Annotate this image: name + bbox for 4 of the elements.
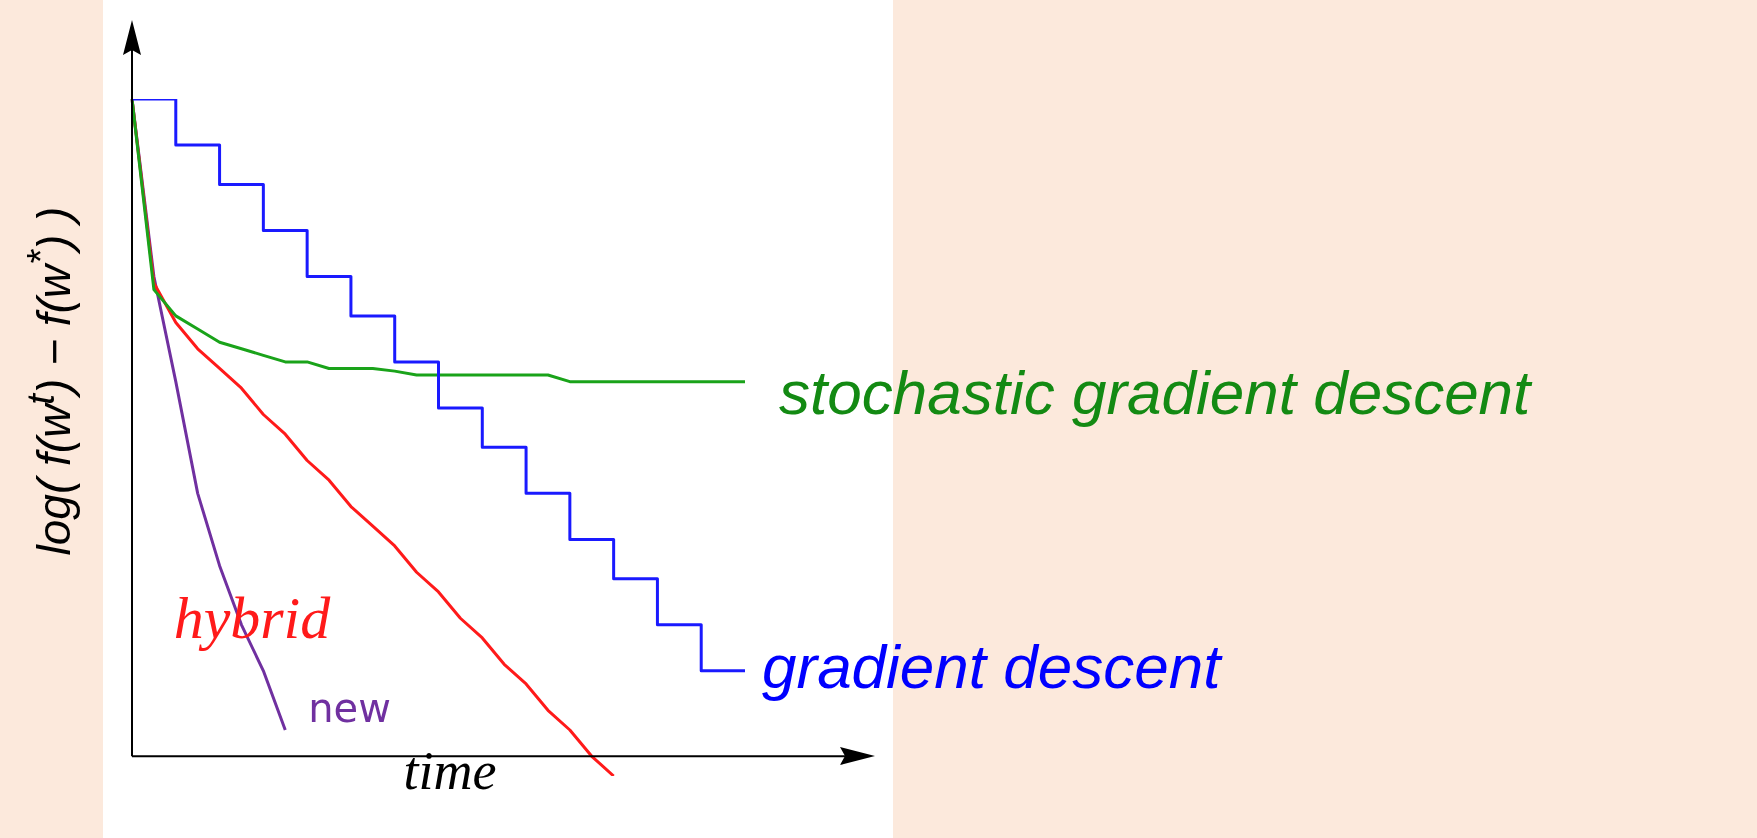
- series-label: new: [308, 685, 391, 732]
- x-axis-title: time: [402, 740, 498, 802]
- series-label: stochastic gradient descent: [779, 357, 1534, 427]
- series-label: gradient descent: [762, 632, 1224, 702]
